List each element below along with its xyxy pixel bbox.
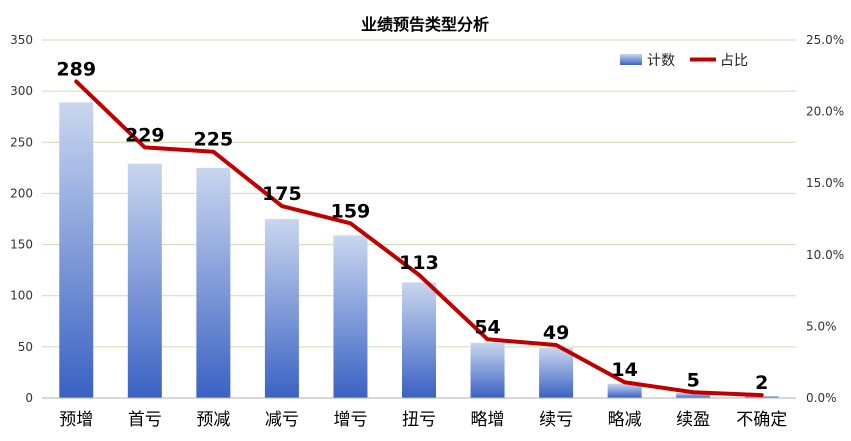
data-label: 2 (755, 372, 768, 394)
legend-label-count: 计数 (647, 53, 675, 69)
data-label: 113 (399, 252, 439, 274)
y-left-tick-label: 0 (25, 391, 33, 405)
bar-续盈 (676, 392, 711, 398)
x-tick-label: 略减 (608, 410, 642, 430)
x-tick-label: 扭亏 (402, 410, 436, 430)
axes: 0 50 100 150 200 250 300 350 0.0% 5.0% 10.0% 15.0% 2… (10, 33, 844, 430)
x-tick-label: 续盈 (676, 410, 710, 430)
legend: 计数 占比 (620, 53, 748, 69)
data-label: 5 (687, 369, 700, 391)
bar-续亏 (539, 347, 574, 398)
bar-减亏 (264, 219, 299, 398)
x-tick-label: 预增 (59, 410, 93, 430)
y-right-tick-label: 20.0% (806, 105, 844, 119)
y-left-tick-label: 50 (18, 340, 33, 354)
bar-增亏 (333, 235, 368, 398)
x-tick-label: 续亏 (539, 410, 573, 430)
y-left-tick-label: 250 (10, 135, 33, 149)
data-labels: 289 229 225 175 159 113 54 49 14 5 2 (56, 59, 768, 395)
y-right-tick-label: 0.0% (806, 391, 837, 405)
bar-预增 (59, 102, 94, 398)
x-tick-label: 增亏 (333, 410, 367, 430)
y-right-tick-label: 25.0% (806, 33, 844, 47)
y-right-tick-label: 10.0% (806, 248, 844, 262)
bar-略减 (607, 383, 642, 398)
legend-swatch-count (620, 54, 642, 65)
x-tick-label: 预减 (196, 410, 230, 430)
data-label: 289 (56, 59, 96, 81)
x-tick-label: 首亏 (128, 410, 162, 430)
bars (59, 102, 779, 398)
chart-title: 业绩预告类型分析 (361, 15, 489, 34)
x-tick-label: 不确定 (736, 410, 787, 430)
bar-首亏 (127, 163, 162, 398)
data-label: 159 (331, 200, 371, 222)
data-label: 49 (543, 322, 569, 344)
data-label: 229 (125, 124, 165, 146)
data-label: 175 (262, 183, 302, 205)
y-right-tick-label: 15.0% (806, 176, 844, 190)
y-left-tick-label: 350 (10, 33, 33, 47)
share-line (74, 79, 764, 398)
data-label: 14 (611, 359, 637, 381)
bar-略增 (470, 342, 505, 398)
legend-label-share: 占比 (720, 53, 748, 69)
x-tick-label: 略增 (471, 410, 505, 430)
bar-扭亏 (402, 282, 436, 398)
y-left-tick-label: 300 (10, 84, 33, 98)
data-label: 54 (474, 316, 500, 338)
bar-预减 (196, 167, 231, 398)
x-tick-label: 减亏 (265, 410, 299, 430)
y-left-tick-label: 150 (10, 238, 33, 252)
y-right-tick-label: 5.0% (806, 319, 837, 333)
data-label: 225 (194, 129, 234, 151)
y-left-tick-label: 100 (10, 289, 33, 303)
y-left-tick-label: 200 (10, 186, 33, 200)
